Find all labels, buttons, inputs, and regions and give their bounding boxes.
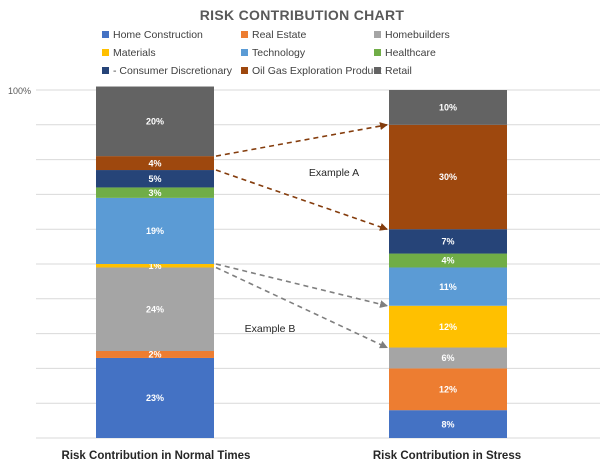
legend-label-healthcare: Healthcare: [385, 47, 436, 59]
bar-segment-real-estate-normal: [96, 351, 214, 358]
bar-segment-home-construction-stress: [389, 410, 507, 438]
data-label-retail-normal: 20%: [146, 117, 164, 127]
annotation-label-example-b: Example B: [245, 323, 296, 335]
legend-swatch-healthcare: [374, 49, 381, 56]
legend-label-home-construction: Home Construction: [113, 29, 203, 41]
bar-segment-homebuilders-normal: [96, 267, 214, 351]
legend-label-real-estate: Real Estate: [252, 29, 306, 41]
data-label-homebuilders-normal: 24%: [146, 304, 164, 314]
bar-segment-retail-normal: [96, 86, 214, 157]
bar-segment-retail-stress: [389, 90, 507, 125]
bar-segment-materials-stress: [389, 305, 507, 348]
bar-segment-healthcare-stress: [389, 253, 507, 268]
y-tick-label-100: 100%: [8, 86, 31, 96]
chart-title: RISK CONTRIBUTION CHART: [200, 7, 405, 23]
data-label-oil-gas-exploration-product-normal: 4%: [148, 158, 161, 168]
annotation-arrow-example-b-lower: [215, 266, 388, 349]
data-label-real-estate-stress: 12%: [439, 384, 457, 394]
data-label-technology-normal: 19%: [146, 226, 164, 236]
data-label-home-construction-stress: 8%: [441, 419, 454, 429]
legend-swatch-materials: [102, 49, 109, 56]
bar-segment-consumer-discretionary-stress: [389, 229, 507, 254]
annotations: Example A Example B: [215, 122, 388, 349]
legend-swatch-homebuilders: [374, 31, 381, 38]
bar-segment-technology-normal: [96, 197, 214, 264]
legend-label-retail: Retail: [385, 65, 412, 77]
bar-segment-healthcare-normal: [96, 187, 214, 198]
legend-swatch-technology: [241, 49, 248, 56]
bar-segment-oil-gas-exploration-product-stress: [389, 124, 507, 230]
data-label-consumer-discretionary-stress: 7%: [441, 237, 454, 247]
data-label-materials-stress: 12%: [439, 322, 457, 332]
category-label-stress: Risk Contribution in Stress: [373, 450, 521, 462]
legend-swatch-home-construction: [102, 31, 109, 38]
legend-swatch-real-estate: [241, 31, 248, 38]
annotation-label-example-a: Example A: [309, 167, 359, 179]
bar-segment-consumer-discretionary-normal: [96, 170, 214, 188]
category-label-normal: Risk Contribution in Normal Times: [62, 450, 251, 462]
annotation-arrow-example-a-lower: [215, 169, 388, 231]
legend-swatch-oil-gas-exploration-product: [241, 67, 248, 74]
bar-segment-technology-stress: [389, 267, 507, 306]
legend-swatch-consumer-discretionary: [102, 67, 109, 74]
data-label-technology-stress: 11%: [439, 282, 457, 292]
annotation-arrow-example-b-upper: [215, 263, 388, 308]
legend: Home Construction Real Estate Homebuilders…: [102, 29, 450, 77]
data-label-materials-normal: 1%: [148, 261, 161, 271]
bar-segment-materials-normal: [96, 264, 214, 268]
legend-label-technology: Technology: [252, 47, 306, 59]
bar-segment-oil-gas-exploration-product-normal: [96, 156, 214, 171]
data-label-consumer-discretionary-normal: 5%: [148, 174, 161, 184]
legend-label-consumer-discretionary: - Consumer Discretionary: [113, 65, 233, 77]
bar-segment-homebuilders-stress: [389, 347, 507, 369]
annotation-arrow-example-a-upper: [215, 122, 388, 157]
bar-segment-home-construction-normal: [96, 357, 214, 438]
legend-swatch-retail: [374, 67, 381, 74]
data-label-oil-gas-exploration-product-stress: 30%: [439, 172, 457, 182]
data-label-healthcare-normal: 3%: [148, 188, 161, 198]
data-label-real-estate-normal: 2%: [148, 350, 161, 360]
legend-label-homebuilders: Homebuilders: [385, 29, 450, 41]
data-label-home-construction-normal: 23%: [146, 393, 164, 403]
bar-segment-real-estate-stress: [389, 368, 507, 411]
data-label-retail-stress: 10%: [439, 103, 457, 113]
data-label-healthcare-stress: 4%: [441, 256, 454, 266]
bars: 23% 2% 24% 1% 19% 3% 5% 4% 20% 8% 12% 6% 12% 11% 4% 7% 3…: [96, 86, 507, 438]
data-label-homebuilders-stress: 6%: [441, 353, 454, 363]
legend-label-materials: Materials: [113, 47, 156, 59]
legend-label-oil-gas-exploration-product: Oil Gas Exploration Product: [252, 65, 382, 77]
